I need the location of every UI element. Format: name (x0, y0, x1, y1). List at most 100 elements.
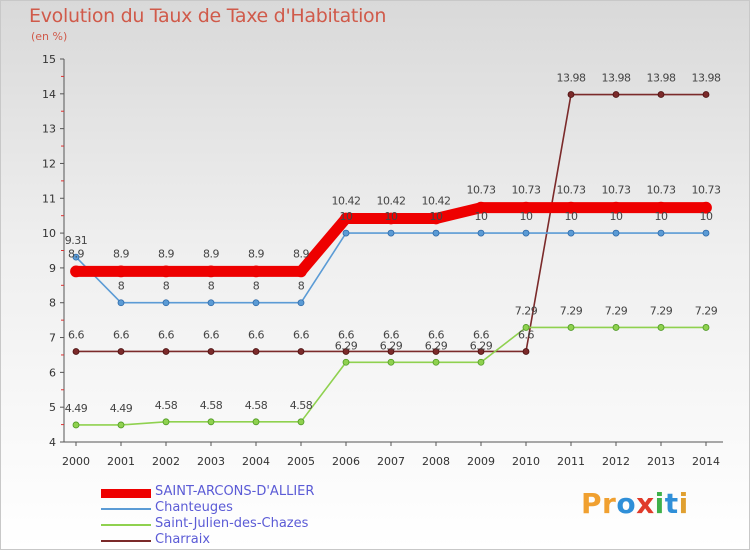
data-point (522, 348, 530, 355)
data-point (477, 348, 485, 355)
chart-subtitle: (en %) (31, 30, 68, 43)
data-label: 10 (565, 210, 578, 223)
data-point (70, 265, 82, 278)
data-label: 8 (253, 280, 260, 293)
data-point (432, 348, 440, 355)
data-point (207, 299, 215, 307)
legend-item: Charraix (101, 532, 401, 549)
x-tick-label: 2003 (197, 455, 225, 468)
logo-letter: o (616, 487, 637, 520)
legend-label: Chanteuges (155, 500, 233, 515)
data-label: 8.9 (203, 247, 219, 260)
data-point (72, 348, 80, 355)
x-tick-label: 2013 (647, 455, 675, 468)
data-point (567, 324, 575, 331)
data-label: 13.98 (602, 72, 631, 85)
legend-label: Charraix (155, 532, 211, 547)
data-point (567, 229, 575, 237)
data-point (252, 348, 260, 355)
legend-item: Saint-Julien-des-Chazes (101, 516, 401, 533)
data-point (702, 91, 710, 98)
legend-item: Chanteuges (101, 500, 401, 517)
x-tick-label: 2010 (512, 455, 540, 468)
data-label: 10.42 (332, 194, 361, 207)
y-tick-label: 14 (42, 88, 56, 101)
y-tick-label: 9 (49, 262, 56, 275)
data-label: 10.73 (557, 184, 586, 197)
data-point (477, 358, 485, 366)
data-label: 13.98 (692, 72, 721, 85)
data-point (72, 421, 80, 429)
data-label: 9.31 (65, 234, 88, 247)
y-tick-label: 6 (49, 366, 56, 379)
y-tick-label: 12 (42, 157, 56, 170)
data-label: 4.58 (245, 399, 268, 412)
data-label: 6.6 (428, 328, 444, 341)
data-label: 4.49 (110, 402, 133, 415)
data-label: 13.98 (647, 72, 676, 85)
data-point (477, 229, 485, 237)
data-label: 10 (520, 210, 533, 223)
data-label: 7.29 (560, 304, 583, 317)
logo-letter: i (654, 487, 665, 520)
legend-swatch (101, 540, 151, 542)
x-tick-label: 2007 (377, 455, 405, 468)
data-label: 10 (430, 210, 443, 223)
data-point (612, 91, 620, 98)
data-point (297, 299, 305, 307)
legend-label: Saint-Julien-des-Chazes (155, 516, 309, 531)
data-point (657, 324, 665, 331)
y-tick-label: 13 (42, 123, 56, 136)
legend-label: SAINT-ARCONS-D'ALLIER (155, 484, 315, 499)
y-tick-label: 7 (49, 332, 56, 345)
data-label: 6.6 (383, 328, 399, 341)
data-label: 6.6 (113, 328, 129, 341)
data-label: 6.6 (293, 328, 309, 341)
data-label: 13.98 (557, 72, 586, 85)
legend-swatch (101, 524, 151, 526)
data-point (162, 348, 170, 355)
data-label: 6.29 (425, 339, 448, 352)
data-point (342, 348, 350, 355)
y-tick-label: 8 (49, 297, 56, 310)
data-label: 4.58 (290, 399, 313, 412)
data-point (252, 418, 260, 426)
x-tick-label: 2011 (557, 455, 585, 468)
data-label: 4.49 (65, 402, 88, 415)
data-label: 8.9 (293, 247, 309, 260)
data-label: 6.6 (338, 328, 354, 341)
x-tick-label: 2009 (467, 455, 495, 468)
data-label: 6.6 (68, 328, 84, 341)
data-point (160, 265, 172, 278)
data-label: 10 (340, 210, 353, 223)
data-label: 10 (475, 210, 488, 223)
logo-letter: x (636, 487, 655, 520)
data-point (565, 201, 577, 214)
data-label: 8.9 (68, 247, 84, 260)
logo-letter: i (678, 487, 689, 520)
x-tick-label: 2006 (332, 455, 360, 468)
data-label: 10 (385, 210, 398, 223)
data-point (567, 91, 575, 98)
data-point (387, 358, 395, 366)
data-point (115, 265, 127, 278)
data-point (387, 348, 395, 355)
x-tick-label: 2005 (287, 455, 315, 468)
data-label: 6.6 (248, 328, 264, 341)
data-point (162, 418, 170, 426)
data-point (657, 229, 665, 237)
data-point (117, 421, 125, 429)
data-point (162, 299, 170, 307)
data-point (612, 324, 620, 331)
logo-letter: r (602, 487, 617, 520)
legend-item: SAINT-ARCONS-D'ALLIER (101, 484, 401, 501)
data-label: 6.6 (158, 328, 174, 341)
data-label: 7.29 (695, 304, 718, 317)
y-tick-label: 15 (42, 53, 56, 66)
data-label: 6.6 (473, 328, 489, 341)
data-point (72, 253, 80, 261)
data-label: 6.6 (203, 328, 219, 341)
data-label: 10 (610, 210, 623, 223)
data-label: 4.58 (200, 399, 223, 412)
